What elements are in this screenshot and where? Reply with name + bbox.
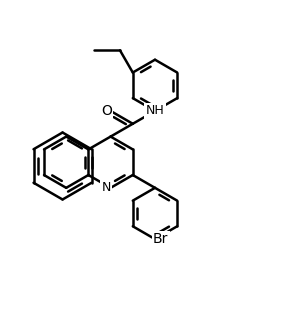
Text: O: O bbox=[101, 104, 112, 118]
Text: Br: Br bbox=[153, 232, 168, 246]
Text: N: N bbox=[101, 181, 111, 194]
Text: NH: NH bbox=[146, 105, 164, 118]
